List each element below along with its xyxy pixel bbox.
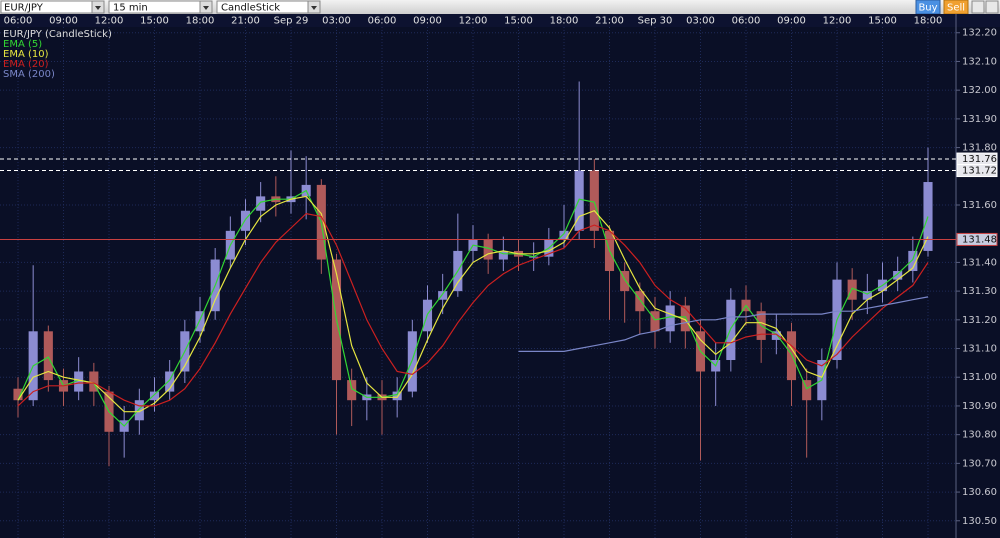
price-box <box>956 232 998 246</box>
candle-body <box>43 331 53 381</box>
x-tick-label: 06:00 <box>368 16 397 27</box>
x-tick-label: 12:00 <box>459 16 488 27</box>
candle-body <box>498 250 508 260</box>
arrow-icon <box>311 6 317 10</box>
x-tick-label: 09:00 <box>413 16 442 27</box>
style-text: CandleStick <box>221 3 280 14</box>
x-tick-label: 15:00 <box>504 16 533 27</box>
y-tick-label: 131.90 <box>962 114 997 125</box>
candle-body <box>923 182 933 251</box>
sell-text: Sell <box>947 3 965 14</box>
tool-button[interactable] <box>985 0 999 14</box>
x-tick-label: 21:00 <box>595 16 624 27</box>
candle-body <box>771 331 781 340</box>
legend-entry: SMA (200) <box>3 69 55 80</box>
legend-entry: EMA (5) <box>3 39 42 50</box>
candle-body <box>665 305 675 332</box>
y-tick-label: 131.30 <box>962 286 997 297</box>
candle-body <box>589 170 599 231</box>
ma-line <box>518 296 929 352</box>
candle-body <box>392 391 402 401</box>
grid <box>0 27 960 538</box>
y-tick-label: 132.10 <box>962 56 997 67</box>
candle-body <box>650 311 660 332</box>
x-tick-label: 09:00 <box>777 16 806 27</box>
candle-body <box>802 380 812 401</box>
candle-body <box>559 230 569 240</box>
legend-entry: EMA (20) <box>3 59 49 70</box>
ma-line <box>17 212 929 407</box>
y-tick-label: 131.80 <box>962 143 997 154</box>
candle-body <box>256 196 266 211</box>
x-tick-label: 06:00 <box>732 16 761 27</box>
candle-body <box>195 311 205 332</box>
candle-body <box>347 380 357 401</box>
y-tick-label: 131.10 <box>962 344 997 355</box>
candle-body <box>893 271 903 280</box>
x-tick-label: 06:00 <box>4 16 33 27</box>
x-tick-label: 18:00 <box>914 16 943 27</box>
candle-body <box>862 291 872 300</box>
y-tick-label: 132.20 <box>962 28 997 39</box>
candle-body <box>635 291 645 312</box>
price-label: 131.48 <box>962 234 997 245</box>
x-tick-label: 03:00 <box>686 16 715 27</box>
y-tick-label: 131.40 <box>962 257 997 268</box>
overlay: EUR/JPY (CandleStick) 130.50 130.60 130.70… <box>3 16 998 527</box>
y-tick-label: 130.70 <box>962 458 997 469</box>
candle-body <box>407 331 417 392</box>
candle-body <box>89 371 99 392</box>
price-label: 131.76 <box>962 154 997 165</box>
candle-body <box>240 210 251 231</box>
interval-text: 15 min <box>113 3 148 14</box>
x-tick-label: 12:00 <box>95 16 124 27</box>
y-tick-label: 131.60 <box>962 200 997 211</box>
candle-body <box>74 371 84 392</box>
candle-body <box>620 271 630 292</box>
y-tick-label: 131.20 <box>962 315 997 326</box>
y-tick-label: 130.60 <box>962 487 997 498</box>
y-tick-label: 131.00 <box>962 372 997 383</box>
legend-entry: EMA (10) <box>3 49 49 60</box>
y-tick-label: 130.50 <box>962 516 997 527</box>
tool-button[interactable] <box>971 0 985 14</box>
x-tick-label: 03:00 <box>322 16 351 27</box>
arrow-icon <box>95 6 101 10</box>
x-tick-label: 15:00 <box>868 16 897 27</box>
time-axis <box>0 14 1000 27</box>
candle-body <box>908 250 918 272</box>
ma-line <box>17 195 929 413</box>
price-label: 131.72 <box>962 166 997 177</box>
x-tick-label: 18:00 <box>550 16 579 27</box>
candle-body <box>438 291 448 300</box>
y-tick-label: 132.00 <box>962 85 997 96</box>
x-tick-label: Sep 30 <box>638 16 673 27</box>
x-tick-label: Sep 29 <box>274 16 309 27</box>
x-tick-label: 21:00 <box>231 16 260 27</box>
candle-body <box>483 239 493 260</box>
candle-body <box>149 391 160 401</box>
candle-body <box>165 371 175 392</box>
candle-body <box>847 279 857 300</box>
plot <box>0 81 956 467</box>
x-tick-label: 12:00 <box>823 16 852 27</box>
price-box <box>956 164 998 178</box>
x-tick-label: 18:00 <box>186 16 215 27</box>
candle-body <box>13 388 23 401</box>
legend-title: EUR/JPY (CandleStick) <box>3 29 112 40</box>
candle-body <box>134 400 144 421</box>
x-tick-label: 09:00 <box>49 16 78 27</box>
buy-text: Buy <box>918 3 937 14</box>
y-tick-label: 130.80 <box>962 430 997 441</box>
arrow-icon <box>203 6 209 10</box>
symbol-text: EUR/JPY <box>4 3 44 14</box>
y-tick-label: 130.90 <box>962 401 997 412</box>
x-tick-label: 15:00 <box>140 16 169 27</box>
